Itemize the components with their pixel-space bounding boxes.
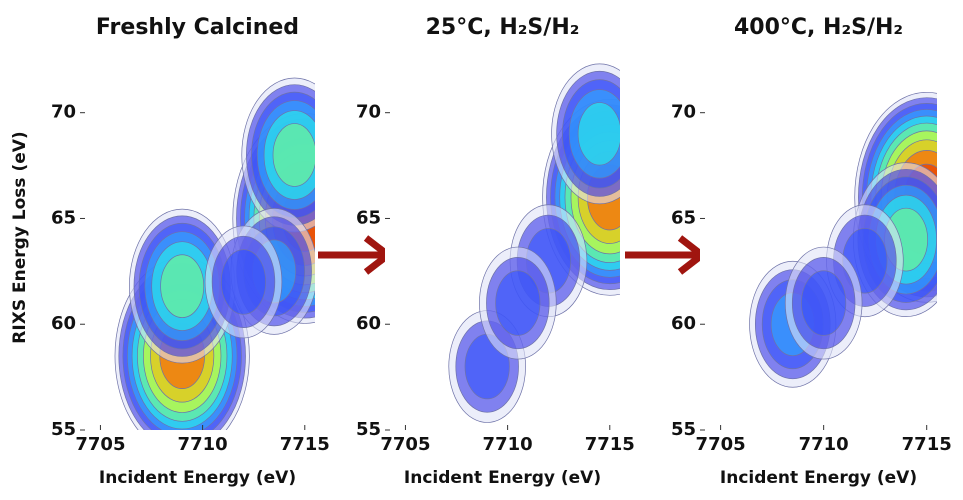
x-tick-label: 7710 — [799, 434, 849, 455]
arrow — [318, 235, 394, 275]
x-tick-label: 7715 — [280, 434, 330, 455]
intensity-peak — [241, 77, 315, 233]
y-tick-label: 60 — [671, 313, 696, 334]
contour-map — [448, 63, 620, 423]
y-tick-label: 65 — [356, 207, 381, 228]
x-axis-label: Incident Energy (eV) — [404, 468, 601, 488]
y-tick-label: 60 — [51, 313, 76, 334]
y-tick-label: 65 — [51, 207, 76, 228]
intensity-peak — [479, 246, 557, 360]
y-tick-label: 55 — [671, 419, 696, 440]
y-tick-label: 55 — [51, 419, 76, 440]
x-tick-label: 7705 — [380, 434, 430, 455]
panel: 7705 7710 7715 55 60 65 70 Freshly Calcined Inci… — [10, 15, 330, 488]
intensity-peak — [784, 246, 863, 360]
x-axis-label: Incident Energy (eV) — [720, 468, 917, 488]
y-tick-label: 70 — [356, 102, 381, 123]
x-tick-label: 7715 — [902, 434, 952, 455]
x-tick-label: 7705 — [75, 434, 125, 455]
y-axis-label: RIXS Energy Loss (eV) — [10, 131, 30, 343]
x-tick-label: 7715 — [585, 434, 635, 455]
contour-map — [114, 77, 315, 430]
contour-map — [749, 91, 937, 388]
y-tick-label: 70 — [671, 102, 696, 123]
intensity-peak — [551, 63, 620, 205]
x-tick-label: 7705 — [696, 434, 746, 455]
panel: 7705 7710 7715 55 60 65 70 25°C, H₂S/H₂ Incident… — [356, 15, 635, 488]
intensity-peak — [204, 225, 283, 339]
y-tick-label: 60 — [356, 313, 381, 334]
y-tick-label: 65 — [671, 207, 696, 228]
y-tick-label: 70 — [51, 102, 76, 123]
x-tick-label: 7710 — [178, 434, 228, 455]
x-axis-label: Incident Energy (eV) — [99, 468, 296, 488]
chart-title: 400°C, H₂S/H₂ — [734, 15, 903, 40]
x-tick-label: 7710 — [483, 434, 533, 455]
y-tick-label: 55 — [356, 419, 381, 440]
intensity-peak — [129, 208, 236, 364]
chart-title: 25°C, H₂S/H₂ — [426, 15, 580, 40]
panel: 7705 7710 7715 55 60 65 70 400°C, H₂S/H₂ Inciden… — [671, 15, 952, 488]
chart-title: Freshly Calcined — [96, 15, 299, 40]
arrow — [625, 235, 708, 275]
